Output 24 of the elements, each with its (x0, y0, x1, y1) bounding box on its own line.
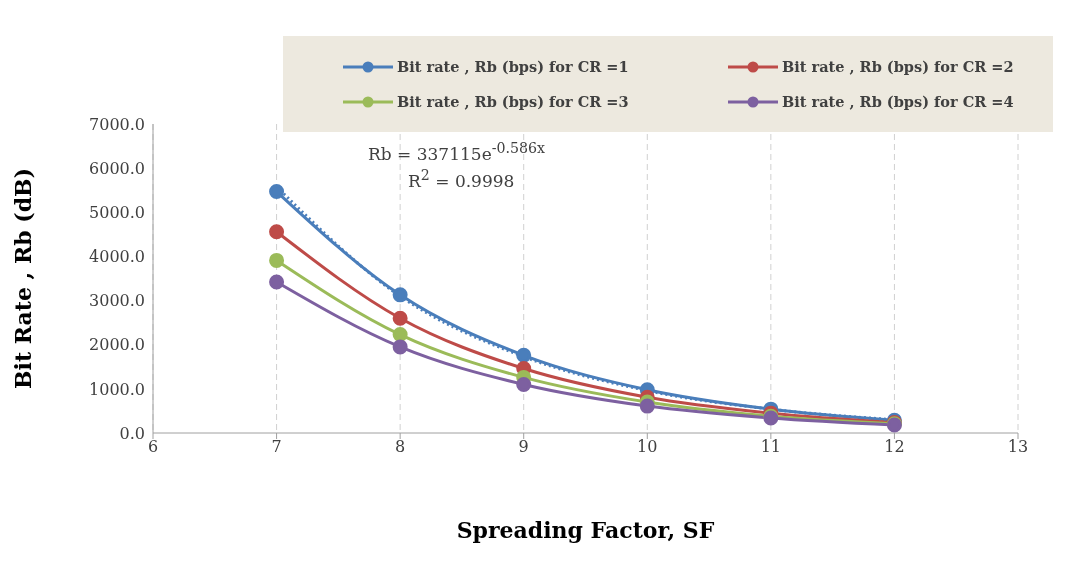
x-tick-label: 10 (637, 437, 658, 457)
x-tick-label: 8 (395, 437, 406, 457)
y-tick-label: 5000.0 (89, 202, 145, 222)
x-tick-label: 13 (1007, 437, 1029, 457)
y-tick-label: 0.0 (119, 423, 145, 443)
annotation: R$^{2}$ = 0.9998 (408, 167, 515, 191)
x-tick-label: 7 (271, 437, 282, 457)
x-tick-label: 11 (760, 437, 782, 457)
x-tick-label: 12 (884, 437, 905, 457)
legend-label: Bit rate , Rb (bps) for CR =2 (782, 58, 1014, 75)
y-tick-label: 3000.0 (89, 291, 145, 311)
y-tick-label: 4000.0 (89, 247, 145, 267)
y-tick-label: 7000.0 (89, 114, 145, 134)
x-tick-label: 9 (518, 437, 529, 457)
annotation: Rb = 337115e$^{-0.586x}$ (368, 140, 545, 164)
legend-label: Bit rate , Rb (bps) for CR =4 (782, 93, 1014, 110)
y-tick-label: 6000.0 (89, 158, 145, 178)
legend-label: Bit rate , Rb (bps) for CR =3 (397, 93, 629, 110)
y-tick-label: 2000.0 (89, 335, 145, 355)
y-axis-title: Bit Rate , Rb (dB) (9, 167, 36, 390)
y-tick-label: 1000.0 (89, 379, 145, 399)
x-axis-title: Spreading Factor, SF (456, 517, 715, 543)
legend-label: Bit rate , Rb (bps) for CR =1 (397, 58, 629, 75)
x-tick-label: 6 (147, 437, 159, 457)
